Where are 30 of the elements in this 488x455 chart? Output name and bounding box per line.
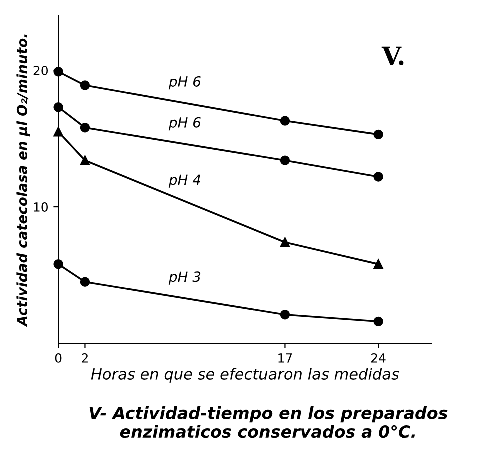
point [280, 310, 290, 320]
point [54, 259, 64, 270]
point [80, 156, 90, 166]
series-label: pH 6 [168, 76, 201, 90]
series-label: pH 3 [168, 272, 201, 285]
point [54, 102, 64, 112]
x-tick-label: 24 [372, 353, 386, 363]
point [280, 156, 290, 166]
point [280, 116, 290, 126]
x-tick-label: 2 [82, 353, 88, 363]
y-tick-label: 20 [34, 66, 48, 76]
point [374, 259, 384, 270]
annotation: V. [382, 46, 404, 66]
point [374, 172, 384, 182]
series-label: pH 6 [168, 117, 201, 131]
y-axis-title: Actividad catecolasa en µl O₂/minuto. [16, 34, 30, 328]
point [80, 122, 90, 133]
point [374, 130, 384, 140]
text: V- Actividad-tiempo en los preparados enzimaticos conservados a 0°C. [90, 406, 448, 438]
point [54, 67, 64, 77]
series-label: pH 4 [168, 174, 200, 188]
point [80, 277, 90, 287]
point [280, 238, 290, 248]
x-tick-label: 0 [55, 353, 62, 363]
point [54, 127, 64, 137]
x-tick-label: 17 [278, 354, 292, 363]
point [80, 80, 90, 90]
y-tick-label: 10 [34, 202, 48, 212]
x-axis-title: Horas en que se efectuaron las medidas [91, 368, 400, 383]
point [374, 316, 384, 327]
